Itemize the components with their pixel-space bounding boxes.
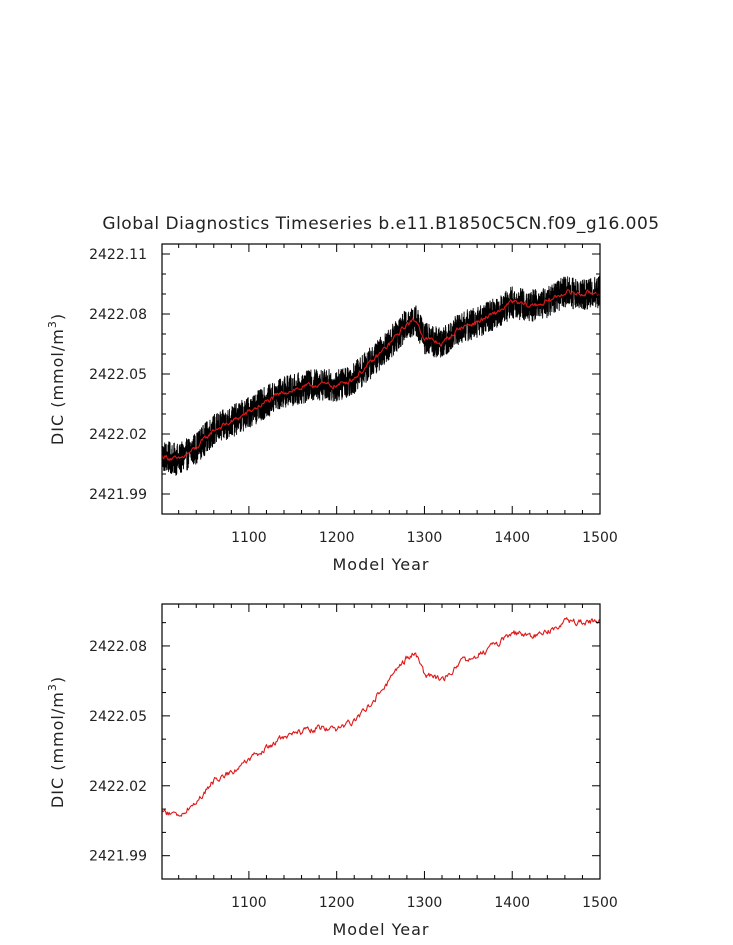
x-tick-label: 1100 xyxy=(231,895,267,911)
bottom-panel-y-axis-title-sup: 3 xyxy=(46,683,59,691)
bottom-panel-frame xyxy=(161,603,601,880)
bottom-panel: 2421.99 2422.02 2422.05 2422.08 1100 1200 130… xyxy=(46,603,618,939)
x-tick-label: 1100 xyxy=(231,530,267,546)
y-tick-label: 2422.02 xyxy=(89,779,147,795)
y-tick-label: 2422.05 xyxy=(89,709,147,725)
top-panel-series xyxy=(161,275,601,476)
x-tick-label: 1500 xyxy=(582,530,618,546)
top-panel: 2421.99 2422.02 2422.05 2422.08 2422.11 1100… xyxy=(46,243,618,574)
top-panel-x-axis-title: Model Year xyxy=(333,555,430,574)
bottom-panel-x-tick-labels: 1100 1200 1300 1400 1500 xyxy=(231,895,618,911)
series-line-annual-mean xyxy=(161,617,601,817)
bottom-panel-ticks xyxy=(162,604,601,879)
top-panel-x-tick-labels: 1100 1200 1300 1400 1500 xyxy=(231,530,618,546)
top-panel-y-axis-title: DIC (mmol/m3) xyxy=(46,313,67,445)
series-line-annual-mean xyxy=(161,289,601,462)
x-tick-label: 1300 xyxy=(407,895,443,911)
bottom-panel-x-axis-title: Model Year xyxy=(333,920,430,939)
x-tick-label: 1500 xyxy=(582,895,618,911)
y-tick-label: 2421.99 xyxy=(89,849,147,865)
bottom-panel-y-axis-title-main: DIC (mmol/m xyxy=(48,691,67,808)
top-panel-y-axis-title-main: DIC (mmol/m xyxy=(48,328,67,445)
y-tick-label: 2422.05 xyxy=(89,367,147,383)
top-panel-ticks xyxy=(162,244,601,514)
bottom-panel-y-axis-title-end: ) xyxy=(48,676,67,683)
series-line-monthly xyxy=(161,275,601,476)
top-panel-frame xyxy=(161,243,601,515)
x-tick-label: 1200 xyxy=(319,530,355,546)
figure-title: Global Diagnostics Timeseries b.e11.B185… xyxy=(102,214,659,234)
y-tick-label: 2422.11 xyxy=(89,247,147,263)
bottom-panel-series xyxy=(161,617,601,817)
x-tick-label: 1400 xyxy=(494,895,530,911)
y-tick-label: 2421.99 xyxy=(89,487,147,503)
y-tick-label: 2422.08 xyxy=(89,639,147,655)
y-tick-label: 2422.08 xyxy=(89,307,147,323)
top-panel-y-axis-title-end: ) xyxy=(48,313,67,320)
x-tick-label: 1300 xyxy=(407,530,443,546)
bottom-panel-y-tick-labels: 2421.99 2422.02 2422.05 2422.08 xyxy=(89,639,147,865)
x-tick-label: 1200 xyxy=(319,895,355,911)
top-panel-y-axis-title-sup: 3 xyxy=(46,320,59,328)
top-panel-y-tick-labels: 2421.99 2422.02 2422.05 2422.08 2422.11 xyxy=(89,247,147,503)
bottom-panel-y-axis-title: DIC (mmol/m3) xyxy=(46,676,67,808)
x-tick-label: 1400 xyxy=(494,530,530,546)
y-tick-label: 2422.02 xyxy=(89,427,147,443)
